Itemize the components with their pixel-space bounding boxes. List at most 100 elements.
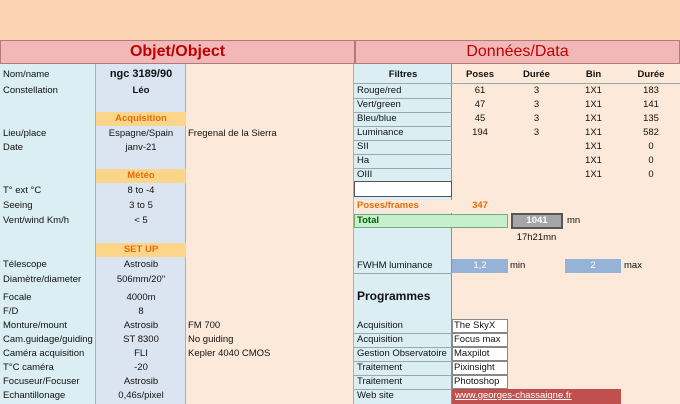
data-row-total: 0 bbox=[648, 155, 654, 166]
telescope-label: Télescope bbox=[3, 259, 47, 270]
label-column bbox=[0, 64, 96, 404]
date-value: janv-21 bbox=[125, 142, 157, 153]
data-row-bin: 1X1 bbox=[585, 155, 602, 166]
temp-label: T° ext °C bbox=[3, 185, 42, 196]
fwhm-label: FWHM luminance bbox=[357, 260, 433, 271]
mount-label: Monture/mount bbox=[3, 320, 67, 331]
data-row-total: 135 bbox=[643, 113, 659, 124]
data-row-bin: 1X1 bbox=[585, 127, 602, 138]
camera-value: FLI bbox=[134, 348, 148, 359]
data-row-duration: 3 bbox=[533, 99, 540, 110]
fwhm-max-label: max bbox=[624, 260, 642, 271]
top-band bbox=[0, 0, 680, 40]
mount-detail: FM 700 bbox=[188, 320, 221, 331]
wind-value: < 5 bbox=[134, 215, 148, 226]
program-rule bbox=[354, 375, 452, 376]
name-label: Nom/name bbox=[3, 69, 50, 80]
data-row-total: 0 bbox=[648, 169, 654, 180]
website-rule bbox=[354, 389, 452, 390]
program-name-box bbox=[452, 347, 508, 361]
name-value: ngc 3189/90 bbox=[109, 68, 173, 80]
website-link[interactable]: www.georges-chassaigne.fr bbox=[455, 390, 572, 401]
data-row-duration: 3 bbox=[533, 127, 540, 138]
header-total-duration: Durée bbox=[637, 69, 665, 80]
total-value: 1041 bbox=[511, 213, 563, 229]
telescope-value: Astrosib bbox=[123, 259, 159, 270]
camera-detail: Kepler 4040 CMOS bbox=[188, 348, 271, 359]
data-row-poses: 45 bbox=[474, 113, 486, 124]
object-header: Objet/Object bbox=[0, 40, 355, 64]
fwhm-max-value: 2 bbox=[565, 259, 621, 273]
program-name: The SkyX bbox=[454, 320, 496, 331]
constellation-label: Constellation bbox=[3, 85, 58, 96]
data-row-total: 141 bbox=[643, 99, 659, 110]
place-detail: Fregenal de la Sierra bbox=[188, 128, 277, 139]
fwhm-rule bbox=[354, 273, 452, 274]
data-row-poses: 47 bbox=[474, 99, 486, 110]
focal-value: 4000m bbox=[126, 292, 156, 303]
header-filters: Filtres bbox=[388, 69, 418, 80]
guiding-detail: No guiding bbox=[188, 334, 234, 345]
total-hours: 17h21mn bbox=[516, 232, 557, 243]
poses-frames-value: 347 bbox=[472, 200, 488, 211]
data-row-filter: Vert/green bbox=[357, 99, 401, 110]
program-name: Photoshop bbox=[454, 376, 500, 387]
total-unit: mn bbox=[567, 215, 581, 226]
data-row-rule bbox=[354, 168, 452, 169]
data-row-bin: 1X1 bbox=[585, 85, 602, 96]
guiding-value: ST 8300 bbox=[123, 334, 159, 345]
detail-column bbox=[186, 64, 354, 404]
program-name-box bbox=[452, 319, 508, 333]
program-name: Maxpilot bbox=[454, 348, 490, 359]
program-name: Focus max bbox=[454, 334, 501, 345]
sampling-label: Echantillonage bbox=[3, 390, 66, 401]
header-rule bbox=[354, 83, 680, 84]
focuser-label: Focuseur/Focuser bbox=[3, 376, 80, 387]
header-poses: Poses bbox=[466, 69, 494, 80]
fwhm-min-value: 1,2 bbox=[452, 259, 508, 273]
data-row-duration: 3 bbox=[533, 85, 540, 96]
place-value: Espagne/Spain bbox=[108, 128, 174, 139]
program-name-box bbox=[452, 361, 508, 375]
poses-frames-label: Poses/frames bbox=[357, 200, 419, 211]
program-category: Traitement bbox=[357, 362, 403, 373]
data-row-bin: 1X1 bbox=[585, 113, 602, 124]
program-rule bbox=[354, 361, 452, 362]
data-row-bin: 1X1 bbox=[585, 169, 602, 180]
program-rule bbox=[354, 333, 452, 334]
data-row-poses: 61 bbox=[474, 85, 486, 96]
fwhm-min-label: min bbox=[510, 260, 526, 271]
data-row-filter: OIII bbox=[357, 169, 373, 180]
header-duration: Durée bbox=[523, 69, 550, 80]
place-label: Lieu/place bbox=[3, 128, 47, 139]
constellation-value: Léo bbox=[132, 85, 150, 96]
temp-value: 8 to -4 bbox=[127, 185, 155, 196]
program-category: Acquisition bbox=[357, 320, 403, 331]
focal-label: Focale bbox=[3, 292, 32, 303]
program-rule bbox=[354, 347, 452, 348]
data-row-total: 183 bbox=[643, 85, 659, 96]
data-row-rule bbox=[354, 112, 452, 113]
program-category: Traitement bbox=[357, 376, 403, 387]
data-row-rule bbox=[354, 126, 452, 127]
program-name-box bbox=[452, 375, 508, 389]
data-row-duration: 3 bbox=[533, 113, 540, 124]
seeing-label: Seeing bbox=[3, 200, 33, 211]
total-label: Total bbox=[357, 215, 379, 226]
data-row-filter: Luminance bbox=[357, 127, 404, 138]
data-row-total: 0 bbox=[648, 141, 654, 152]
program-name: Pixinsight bbox=[454, 362, 495, 373]
data-header: Données/Data bbox=[355, 40, 680, 64]
diameter-label: Diamètre/diameter bbox=[3, 274, 82, 285]
mount-value: Astrosib bbox=[123, 320, 159, 331]
programs-title: Programmes bbox=[357, 289, 431, 303]
diameter-value: 506mm/20" bbox=[116, 274, 166, 285]
setup-section: SET UP bbox=[96, 243, 186, 257]
camera-temp-value: -20 bbox=[134, 362, 148, 373]
data-row-filter: Rouge/red bbox=[357, 85, 402, 96]
camera-label: Caméra acquisition bbox=[3, 348, 85, 359]
wind-label: Vent/wind Km/h bbox=[3, 215, 70, 226]
camera-temp-label: T°C caméra bbox=[3, 362, 54, 373]
poses-label-bg bbox=[354, 200, 452, 213]
blank-input-cell[interactable] bbox=[354, 181, 452, 197]
